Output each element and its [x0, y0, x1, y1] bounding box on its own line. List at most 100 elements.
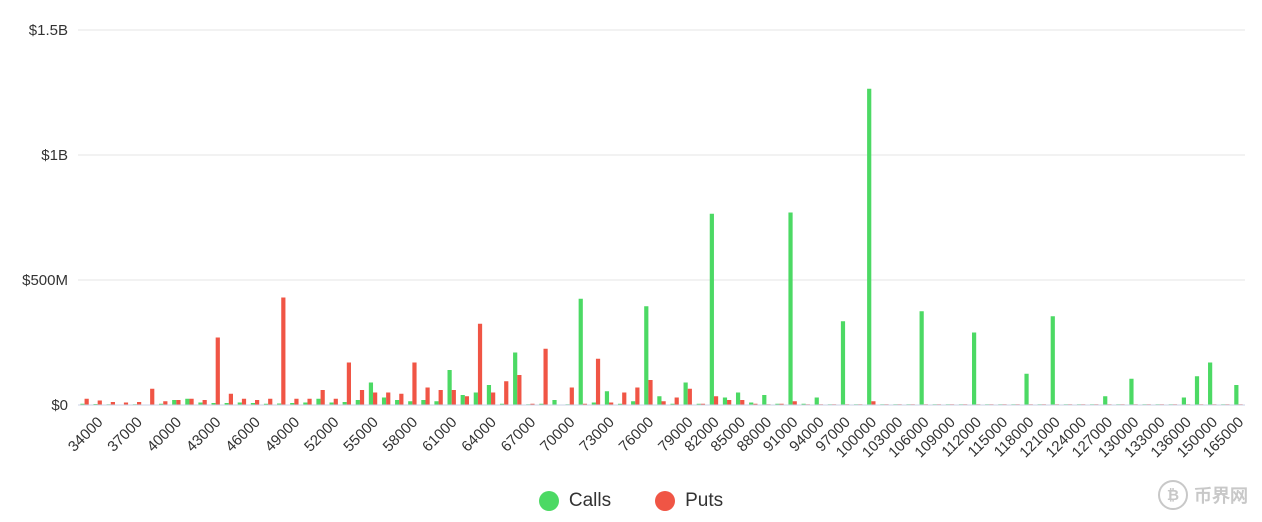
bar-puts-53000[interactable]	[346, 362, 351, 406]
bar-calls-82000[interactable]	[709, 213, 714, 405]
bar-calls-90000[interactable]	[775, 403, 780, 405]
bar-calls-136000[interactable]	[1181, 397, 1186, 406]
bar-calls-76000[interactable]	[644, 306, 649, 405]
bar-calls-78000[interactable]	[670, 403, 675, 405]
bar-puts-60000[interactable]	[438, 390, 443, 405]
bar-calls-39000[interactable]	[159, 403, 164, 405]
bar-puts-70000[interactable]	[569, 387, 574, 406]
bar-calls-57000[interactable]	[395, 400, 400, 405]
bar-calls-74000[interactable]	[617, 403, 623, 405]
bar-puts-58000[interactable]	[412, 362, 417, 406]
bar-calls-55000[interactable]	[368, 382, 374, 406]
bar-puts-50000[interactable]	[307, 398, 312, 405]
bar-calls-58000[interactable]	[408, 401, 413, 405]
bar-calls-77000[interactable]	[657, 396, 662, 405]
bar-calls-61000[interactable]	[447, 370, 452, 405]
bar-calls-92000[interactable]	[801, 403, 806, 405]
bar-puts-59000[interactable]	[425, 387, 430, 406]
bar-calls-59000[interactable]	[421, 400, 426, 405]
bar-puts-34000[interactable]	[97, 400, 102, 406]
bar-calls-94000[interactable]	[814, 397, 819, 406]
bar-calls-65000[interactable]	[499, 403, 505, 405]
bar-puts-51000[interactable]	[320, 390, 325, 405]
bar-puts-86000[interactable]	[753, 403, 758, 405]
bar-puts-56000[interactable]	[386, 392, 391, 406]
bar-puts-52000[interactable]	[333, 398, 338, 405]
bar-puts-41000[interactable]	[189, 398, 194, 405]
bar-puts-57000[interactable]	[399, 393, 404, 405]
bar-calls-88000[interactable]	[762, 395, 767, 405]
bar-calls-84000[interactable]	[722, 397, 728, 406]
bar-puts-42000[interactable]	[202, 400, 207, 405]
bar-calls-127000[interactable]	[1103, 396, 1108, 405]
bar-calls-40000[interactable]	[172, 400, 177, 405]
bar-calls-53000[interactable]	[342, 402, 347, 405]
bar-calls-73000[interactable]	[604, 391, 610, 405]
bar-puts-76000[interactable]	[648, 380, 653, 405]
bar-calls-71000[interactable]	[578, 298, 583, 405]
bar-calls-49000[interactable]	[290, 403, 295, 405]
legend-item-puts[interactable]: Puts	[655, 490, 723, 512]
bar-puts-74000[interactable]	[622, 392, 627, 406]
bar-puts-91000[interactable]	[792, 401, 797, 405]
bar-puts-63000[interactable]	[477, 323, 483, 405]
bar-puts-40000[interactable]	[176, 400, 181, 405]
bar-puts-84000[interactable]	[727, 400, 732, 405]
bar-calls-62000[interactable]	[460, 395, 465, 405]
legend-item-calls[interactable]: Calls	[538, 490, 611, 512]
bar-puts-73000[interactable]	[609, 402, 614, 406]
bar-calls-48000[interactable]	[277, 403, 282, 406]
bar-calls-80000[interactable]	[696, 403, 701, 405]
bar-calls-79000[interactable]	[683, 382, 688, 406]
bar-puts-82000[interactable]	[713, 396, 719, 405]
bar-calls-106000[interactable]	[919, 311, 924, 405]
bar-puts-45000[interactable]	[241, 398, 247, 405]
bar-calls-64000[interactable]	[486, 385, 492, 405]
bar-puts-79000[interactable]	[687, 388, 692, 405]
bar-puts-43000[interactable]	[215, 337, 220, 406]
bar-puts-100000[interactable]	[871, 401, 876, 405]
bar-puts-66000[interactable]	[517, 375, 522, 405]
bar-calls-60000[interactable]	[434, 401, 439, 405]
bar-calls-51000[interactable]	[316, 398, 321, 405]
bar-puts-46000[interactable]	[255, 400, 260, 405]
bar-puts-47000[interactable]	[268, 398, 273, 405]
bar-calls-56000[interactable]	[381, 397, 387, 406]
bar-puts-72000[interactable]	[595, 358, 601, 405]
bar-calls-150000[interactable]	[1208, 362, 1213, 406]
bar-puts-61000[interactable]	[451, 390, 456, 405]
bar-calls-42000[interactable]	[198, 402, 203, 406]
bar-calls-66000[interactable]	[513, 352, 518, 406]
bar-calls-68000[interactable]	[539, 403, 544, 405]
bar-puts-39000[interactable]	[163, 401, 168, 405]
bar-calls-75000[interactable]	[631, 401, 636, 405]
bar-calls-100000[interactable]	[867, 88, 872, 405]
bar-calls-72000[interactable]	[591, 402, 596, 406]
bar-puts-85000[interactable]	[740, 400, 745, 405]
bar-calls-54000[interactable]	[355, 400, 360, 405]
bar-calls-63000[interactable]	[473, 392, 478, 406]
bar-calls-46000[interactable]	[250, 403, 256, 405]
bar-puts-48000[interactable]	[281, 297, 286, 406]
bar-calls-85000[interactable]	[735, 392, 741, 406]
bar-puts-78000[interactable]	[674, 397, 679, 406]
bar-calls-69000[interactable]	[552, 400, 557, 405]
bar-puts-68000[interactable]	[543, 348, 548, 405]
bar-calls-112000[interactable]	[972, 332, 977, 406]
bar-calls-130000[interactable]	[1129, 378, 1134, 405]
bar-puts-36000[interactable]	[123, 402, 129, 406]
bar-puts-71000[interactable]	[582, 403, 588, 405]
bar-puts-67000[interactable]	[530, 403, 535, 405]
bar-puts-37000[interactable]	[137, 402, 142, 405]
bar-puts-77000[interactable]	[661, 401, 666, 405]
bar-calls-91000[interactable]	[788, 212, 793, 406]
bar-puts-75000[interactable]	[635, 387, 640, 406]
bar-puts-80000[interactable]	[700, 403, 706, 405]
bar-calls-44000[interactable]	[224, 403, 229, 405]
bar-calls-52000[interactable]	[329, 402, 334, 406]
bar-puts-49000[interactable]	[294, 398, 299, 405]
bar-calls-86000[interactable]	[749, 402, 754, 406]
bar-calls-140000[interactable]	[1194, 376, 1200, 405]
bar-puts-62000[interactable]	[464, 396, 470, 405]
bar-calls-33000[interactable]	[80, 403, 85, 405]
